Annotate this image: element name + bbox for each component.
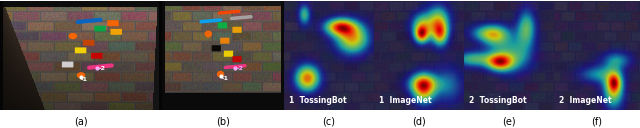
FancyBboxPatch shape xyxy=(108,20,119,26)
FancyBboxPatch shape xyxy=(94,26,106,31)
Text: -1: -1 xyxy=(222,76,228,81)
FancyBboxPatch shape xyxy=(111,29,122,35)
FancyBboxPatch shape xyxy=(218,22,227,29)
Text: (a): (a) xyxy=(74,117,88,127)
Text: 1  ImageNet: 1 ImageNet xyxy=(380,96,432,105)
Circle shape xyxy=(218,71,223,77)
Text: (c): (c) xyxy=(323,117,335,127)
FancyBboxPatch shape xyxy=(75,47,86,53)
FancyBboxPatch shape xyxy=(232,27,242,33)
FancyBboxPatch shape xyxy=(224,51,233,57)
Text: -2: -2 xyxy=(236,66,243,71)
Text: (e): (e) xyxy=(502,117,516,127)
Text: (d): (d) xyxy=(412,117,426,127)
Circle shape xyxy=(77,73,84,78)
FancyBboxPatch shape xyxy=(62,62,74,67)
FancyBboxPatch shape xyxy=(91,53,102,59)
Text: -2: -2 xyxy=(99,66,106,71)
Text: -1: -1 xyxy=(81,77,88,82)
Text: 2  TossingBot: 2 TossingBot xyxy=(469,96,527,105)
Text: (b): (b) xyxy=(216,117,230,127)
FancyBboxPatch shape xyxy=(212,45,221,51)
Circle shape xyxy=(205,31,211,37)
Text: 1  TossingBot: 1 TossingBot xyxy=(289,96,347,105)
Text: 2  ImageNet: 2 ImageNet xyxy=(559,96,612,105)
Circle shape xyxy=(69,34,76,39)
FancyBboxPatch shape xyxy=(83,40,95,46)
FancyBboxPatch shape xyxy=(220,38,230,44)
FancyBboxPatch shape xyxy=(232,56,242,62)
Text: (f): (f) xyxy=(591,117,602,127)
